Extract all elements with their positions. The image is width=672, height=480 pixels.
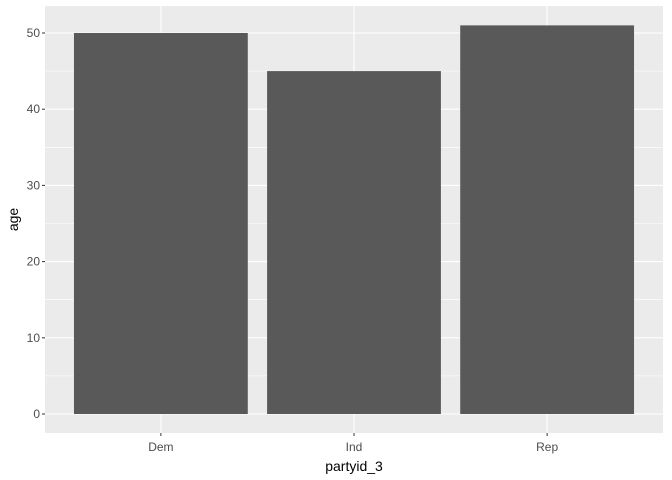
y-axis: 0 10 20 30 40 50 — [27, 26, 45, 421]
bars — [73, 25, 635, 414]
y-tick-label: 20 — [27, 255, 41, 269]
bar-rep — [460, 25, 635, 414]
y-tick-label: 50 — [27, 26, 41, 40]
y-axis-title: age — [5, 208, 21, 232]
y-tick-label: 0 — [33, 407, 40, 421]
y-tick-label: 40 — [27, 102, 41, 116]
bar-ind — [267, 71, 441, 414]
bar-dem — [73, 33, 248, 414]
y-tick-label: 30 — [27, 178, 41, 192]
x-tick-label: Dem — [148, 440, 173, 454]
x-axis-title: partyid_3 — [325, 458, 383, 474]
x-tick-label: Rep — [536, 440, 558, 454]
y-tick-label: 10 — [27, 331, 41, 345]
x-axis: Dem Ind Rep — [148, 433, 558, 454]
x-tick-label: Ind — [346, 440, 363, 454]
